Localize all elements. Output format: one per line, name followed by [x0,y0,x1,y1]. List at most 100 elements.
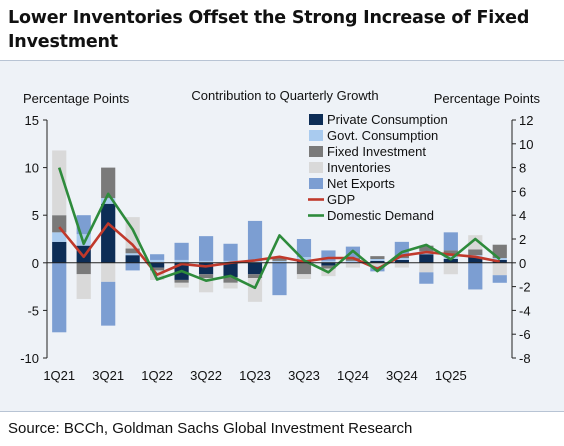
bar-fixed-investment [296,262,312,275]
x-tick-label: 1Q22 [141,368,173,383]
legend-label-private-consumption: Private Consumption [327,112,448,127]
bar-private-consumption [198,262,214,275]
bar-inventories [394,262,409,268]
bar-fixed-investment [101,167,116,199]
bar-inventories [223,282,238,289]
bar-govt-consumption [125,253,140,256]
bar-net-exports [174,242,189,260]
bar-net-exports [296,239,312,258]
bar-fixed-investment [345,258,361,261]
right-tick-label: 8 [519,161,526,176]
bar-net-exports [198,236,214,261]
bar-net-exports [125,262,140,271]
x-tick-label: 3Q23 [288,368,320,383]
bar-net-exports [321,250,336,261]
legend-label-domestic-demand: Domestic Demand [327,208,434,223]
legend-swatch-inventories [309,162,323,173]
bar-govt-consumption [345,260,361,263]
bar-inventories [101,262,116,282]
x-tick-label: 3Q22 [190,368,222,383]
bar-net-exports [223,243,238,261]
bar-net-exports [52,262,67,333]
bar-net-exports [150,254,165,260]
bar-net-exports [419,272,434,284]
x-tick-label: 1Q21 [43,368,75,383]
legend-swatch-net-exports [309,178,323,189]
bar-inventories [492,262,507,276]
legend-label-inventories: Inventories [327,160,391,175]
bar-inventories [198,278,214,293]
line-series [57,167,501,290]
bar-inventories [247,278,263,302]
legend-swatch-fixed-investment [309,146,323,157]
legend-label-govt-consumption: Govt. Consumption [327,128,438,143]
bar-net-exports [468,262,483,290]
bar-inventories [296,274,312,279]
bar-private-consumption [125,255,140,263]
bar-inventories [468,235,483,250]
bar-private-consumption [247,262,263,275]
x-tick-label: 3Q21 [92,368,124,383]
legend-label-net-exports: Net Exports [327,176,395,191]
right-tick-label: -8 [519,351,531,366]
divider-bottom [0,411,564,412]
right-axis: -8 -6 -4 -2 0 2 4 6 8 10 12 [511,113,533,366]
bar-fixed-investment [150,267,165,271]
bar-inventories [370,262,385,267]
bar-fixed-investment [223,277,238,283]
bar-private-consumption [150,262,165,268]
left-tick-label: 5 [32,208,39,223]
bar-private-consumption [419,254,434,263]
bar-fixed-investment [125,248,140,254]
bar-fixed-investment [247,274,263,279]
right-tick-label: 4 [519,208,526,223]
bar-net-exports [101,281,116,326]
bar-inventories [443,262,458,275]
bar-private-consumption [321,262,336,266]
bar-private-consumption [101,203,116,263]
contribution-chart: Percentage Points Contribution to Quarte… [20,88,541,383]
bar-govt-consumption [370,258,385,261]
left-tick-label: -10 [20,351,39,366]
bar-fixed-investment [76,262,91,275]
bar-fixed-investment [272,258,287,261]
bar-private-consumption [394,259,409,263]
bar-private-consumption [370,260,385,263]
bar-net-exports [492,275,507,283]
bar-private-consumption [443,258,458,263]
bar-govt-consumption [150,259,165,263]
x-tick-label: 1Q24 [337,368,369,383]
bar-fixed-investment [174,279,189,283]
bar-fixed-investment [321,265,336,269]
x-tick-label: 1Q25 [435,368,467,383]
left-tick-label: 0 [32,256,39,271]
bar-inventories [419,262,434,273]
bar-fixed-investment [419,245,434,252]
bar-private-consumption [52,241,67,263]
bar-govt-consumption [247,260,263,263]
right-tick-label: -6 [519,327,531,342]
bar-govt-consumption [101,198,116,204]
bar-govt-consumption [321,260,336,263]
bar-govt-consumption [198,260,214,263]
left-tick-label: -5 [27,303,39,318]
bar-net-exports [247,220,263,261]
bar-govt-consumption [272,260,287,263]
bar-govt-consumption [394,258,409,260]
right-tick-label: 12 [519,113,533,128]
bar-inventories [345,262,361,268]
bar-fixed-investment [370,256,385,259]
left-axis-label: Percentage Points [23,91,130,106]
source-note: Source: BCCh, Goldman Sachs Global Inves… [8,420,413,437]
right-tick-label: -2 [519,280,531,295]
bar-fixed-investment [468,249,483,256]
bar-net-exports [272,262,287,296]
chart-subtitle: Contribution to Quarterly Growth [191,88,378,103]
x-axis: 1Q21 3Q21 1Q22 3Q22 1Q23 3Q23 1Q24 3Q24 1Q25 [43,262,512,383]
right-axis-label: Percentage Points [434,91,541,106]
bar-series [52,150,507,333]
divider-top [0,60,564,61]
left-axis: -10 -5 0 5 10 15 [20,113,48,366]
left-tick-label: 15 [25,113,39,128]
legend-label-gdp: GDP [327,192,355,207]
